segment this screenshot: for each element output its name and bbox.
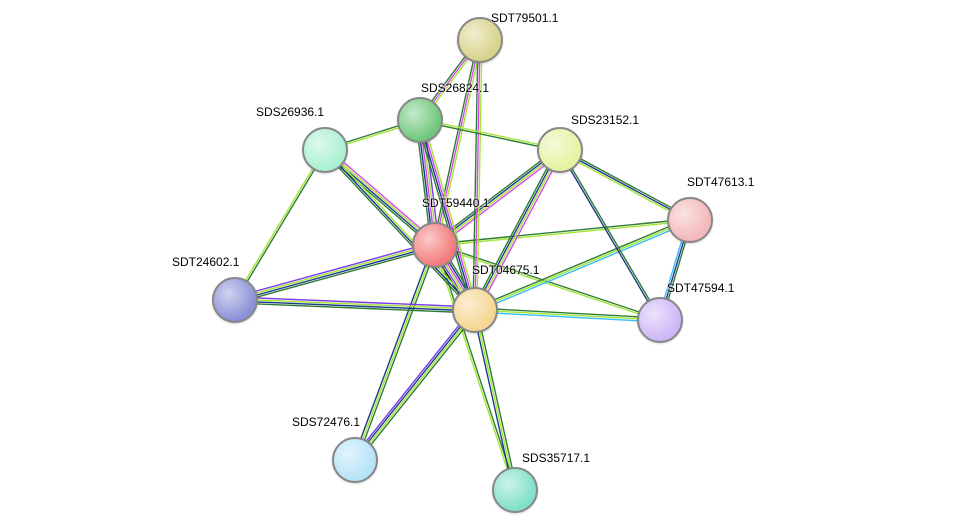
node-bubble[interactable] [667,197,713,243]
node-bubble[interactable] [452,287,498,333]
edge-homology[interactable] [353,308,473,458]
node-bubble[interactable] [492,467,538,513]
edge-cooccurrence[interactable] [353,244,433,459]
node-SDT47613_1: SDT47613.1 [667,197,713,243]
node-SDS26824_1: SDS26824.1 [397,97,443,143]
node-SDT24602_1: SDT24602.1 [212,277,258,323]
node-SDT47594_1: SDT47594.1 [637,297,683,343]
edge-cooccurrence[interactable] [474,150,559,310]
node-bubble[interactable] [302,127,348,173]
edge-cooccurrence[interactable] [473,310,513,490]
edge-textmining[interactable] [356,311,476,461]
node-label[interactable]: SDS35717.1 [522,451,590,465]
node-bubble[interactable] [412,222,458,268]
node-SDT59440_1: SDT59440.1 [412,222,458,268]
node-SDS35717_1: SDS35717.1 [492,467,538,513]
edge-textmining[interactable] [475,310,515,490]
edge-textmining[interactable] [355,245,435,460]
edge-neighborhood[interactable] [435,219,690,244]
node-bubble[interactable] [212,277,258,323]
node-SDT79501_1: SDT79501.1 [457,17,503,63]
node-label[interactable]: SDS26936.1 [256,105,324,119]
node-bubble[interactable] [397,97,443,143]
node-label[interactable]: SDT59440.1 [422,196,489,210]
node-label[interactable]: SDT47594.1 [667,281,734,295]
node-SDT04675_1: SDT04675.1 [452,287,498,333]
node-label[interactable]: SDT47613.1 [687,175,754,189]
node-bubble[interactable] [332,437,378,483]
edge-neighborhood[interactable] [472,149,557,309]
node-bubble[interactable] [637,297,683,343]
node-label[interactable]: SDT04675.1 [472,263,539,277]
node-SDS23152_1: SDS23152.1 [537,127,583,173]
edge-neighborhood[interactable] [477,310,517,490]
node-label[interactable]: SDS72476.1 [292,415,360,429]
edge-experimental[interactable] [478,151,563,311]
edge-cooccurrence[interactable] [354,309,474,459]
node-label[interactable]: SDS23152.1 [571,113,639,127]
node-label[interactable]: SDT24602.1 [172,255,239,269]
edge-neighborhood[interactable] [417,121,472,311]
edge-textmining[interactable] [476,150,561,310]
edge-textmining[interactable] [234,149,324,299]
edge-neighborhood[interactable] [357,246,437,461]
node-SDS72476_1: SDS72476.1 [332,437,378,483]
node-bubble[interactable] [537,127,583,173]
edge-neighborhood[interactable] [236,248,436,303]
node-SDS26936_1: SDS26936.1 [302,127,348,173]
node-label[interactable]: SDS26824.1 [421,81,489,95]
edge-neighborhood[interactable] [357,312,477,462]
edge-cooccurrence[interactable] [235,246,435,301]
network-canvas: SDT79501.1 SDS26824.1 SDS26936.1 SDS23152.1… [0,0,975,530]
node-label[interactable]: SDT79501.1 [491,11,558,25]
